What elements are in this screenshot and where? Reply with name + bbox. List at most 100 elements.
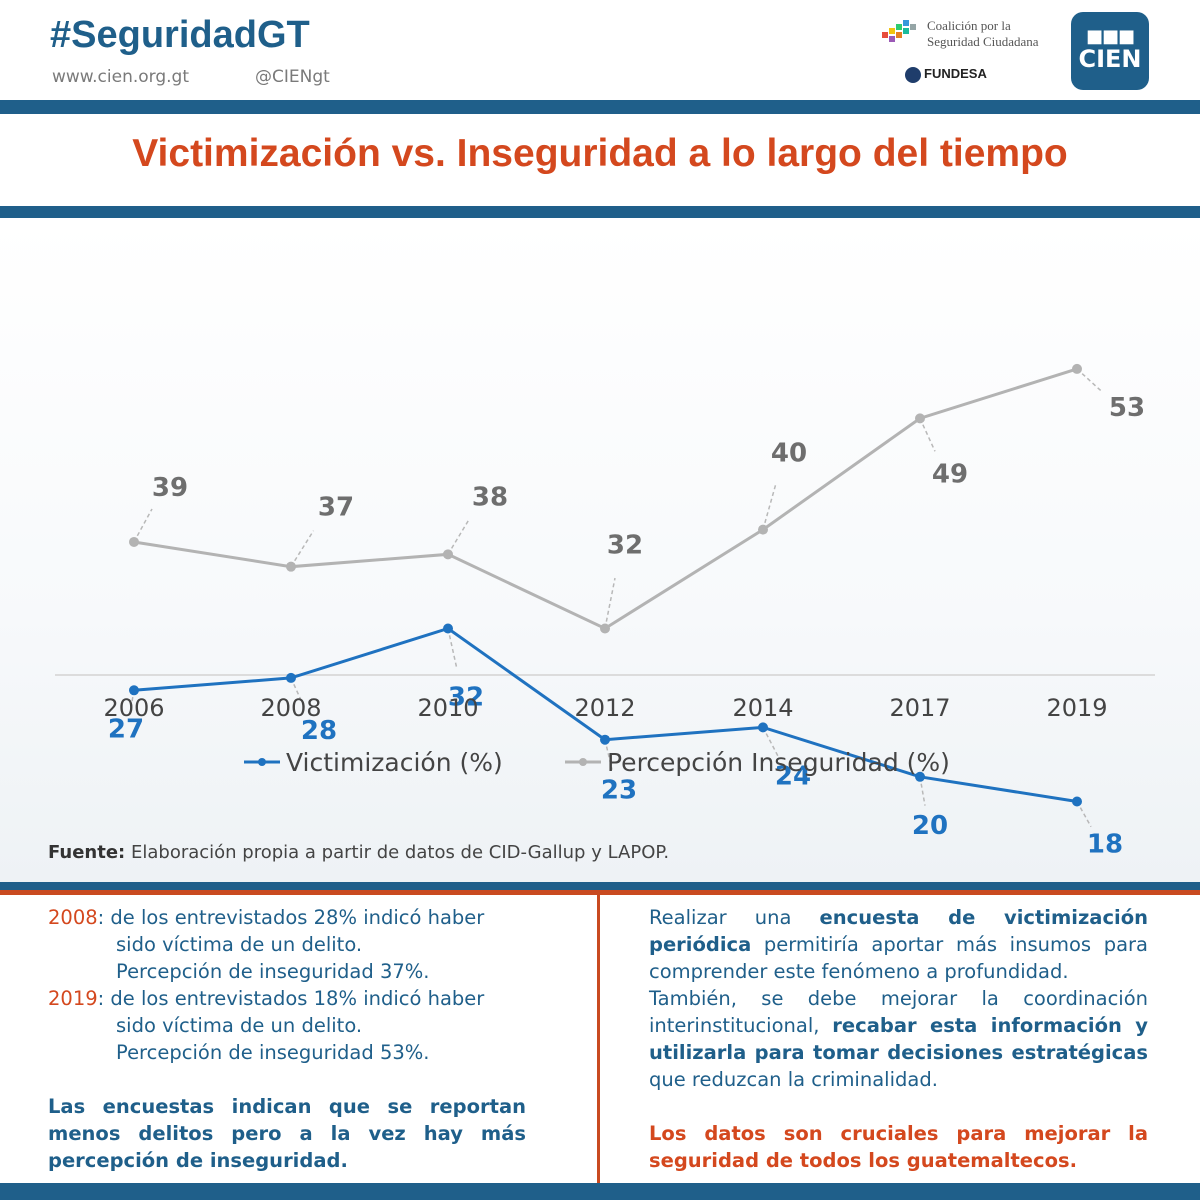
note-2019-line-1: : de los entrevistados 18% indicó haber (97, 987, 485, 1010)
cien-logo: ■■■ CIEN (1071, 12, 1149, 90)
header: #SeguridadGT www.cien.org.gt @CIENgt Coa… (0, 0, 1200, 100)
right-panel: Realizar una encuesta de victimización p… (649, 904, 1148, 1174)
victimizacion-label-2012: 23 (601, 776, 637, 806)
source-text: Elaboración propia a partir de datos de … (130, 842, 670, 863)
legend-label-victimizacion: Victimización (%) (286, 748, 503, 777)
victimizacion-label-2019: 18 (1087, 830, 1123, 860)
percepcion-label-2014: 40 (771, 439, 807, 469)
page-title: Victimización vs. Inseguridad a lo largo… (132, 132, 1068, 175)
left-conclusion: Las encuestas indican que se reportan me… (48, 1095, 526, 1172)
victimizacion-point-2010 (443, 623, 453, 634)
recommendation-2: También, se debe mejorar la coordinación… (649, 985, 1148, 1093)
victimizacion-label-2006: 27 (108, 714, 144, 744)
legend-swatch-dot-victimizacion (258, 758, 266, 766)
percepcion-leader-2017 (919, 418, 936, 452)
percepcion-label-2010: 38 (472, 482, 508, 512)
percepcion-point-2012 (600, 623, 610, 634)
percepcion-label-2012: 32 (607, 530, 643, 560)
percepcion-point-2008 (286, 561, 296, 572)
top-divider-bar (0, 100, 1200, 114)
note-2019-line-2: sido víctima de un delito. (116, 1014, 363, 1037)
bottom-panel (0, 895, 1200, 1185)
recommendation-2-a: También, se debe mejorar la coordinación… (649, 987, 1148, 1037)
coalition-name: Coalición por la Seguridad Ciudadana (927, 18, 1067, 50)
victimizacion-point-2008 (286, 672, 296, 683)
x-tick-2014: 2014 (732, 694, 793, 722)
victimizacion-label-2014: 24 (775, 761, 811, 791)
recommendation-1-c: permitiría aportar más insumos para comp… (649, 933, 1148, 983)
cien-logo-mark: ■■■ (1085, 26, 1135, 47)
percepcion-point-2010 (443, 549, 453, 560)
percepcion-label-2008: 37 (318, 493, 354, 523)
percepcion-leader-2019 (1076, 368, 1103, 393)
x-tick-2010: 2010 (417, 694, 478, 722)
percepcion-leader-2008 (290, 530, 315, 568)
x-tick-2019: 2019 (1046, 694, 1107, 722)
legend-label-percepcion: Percepción Inseguridad (%) (607, 748, 950, 777)
note-2008-line-1: : de los entrevistados 28% indicó haber (97, 906, 485, 929)
year-2019: 2019 (48, 987, 98, 1010)
recommendation-1-b: encuesta de victimización periódica (649, 906, 1148, 956)
source-note: Fuente: Elaboración propia a partir de d… (48, 842, 669, 863)
recommendation-2-b: recabar esta información y utilizarla pa… (649, 1014, 1149, 1064)
percepcion-point-2017 (915, 413, 925, 424)
spacer (48, 1066, 526, 1093)
note-2008: 2008: de los entrevistados 28% indicó ha… (48, 904, 526, 931)
fundesa-logo: FUNDESA (905, 66, 987, 83)
victimizacion-label-2017: 20 (912, 811, 948, 841)
victimizacion-leader-2008 (290, 677, 306, 710)
hashtag: #SeguridadGT (50, 14, 310, 56)
percepcion-label-2017: 49 (932, 459, 968, 489)
percepcion-leader-2012 (604, 577, 616, 629)
fundesa-emblem-icon (905, 66, 921, 83)
victimizacion-leader-2017 (919, 776, 926, 806)
percepcion-leader-2006 (133, 508, 153, 543)
footer-bar (0, 1183, 1200, 1200)
recommendation-1-a: Realizar una (649, 906, 820, 929)
x-tick-2008: 2008 (260, 694, 321, 722)
right-conclusion: Los datos son cruciales para mejorar la … (649, 1122, 1148, 1172)
website-link[interactable]: www.cien.org.gt (52, 67, 190, 87)
victimizacion-point-2019 (1072, 796, 1082, 807)
x-tick-2006: 2006 (103, 694, 164, 722)
twitter-handle[interactable]: @CIENgt (255, 67, 330, 87)
column-divider (597, 895, 600, 1200)
coalition-logo-icon (882, 20, 916, 42)
victimizacion-point-2006 (129, 685, 139, 696)
recommendation-2-c: que reduzcan la criminalidad. (649, 1068, 938, 1091)
coalition-line-2: Seguridad Ciudadana (927, 34, 1039, 49)
note-2008-line-3: Percepción de inseguridad 37%. (116, 960, 430, 983)
victimizacion-leader-2012 (604, 739, 613, 770)
line-chart: 27 28 32 23 24 20 18 39 37 38 32 40 49 53 2006 2008 2010… (55, 363, 1155, 860)
victimizacion-point-2017 (915, 771, 925, 782)
percepcion-leader-2010 (447, 519, 470, 555)
victimizacion-point-2012 (600, 734, 610, 745)
victimizacion-label-2010: 32 (448, 682, 484, 712)
spacer (649, 1093, 1148, 1120)
note-2008-line-2: sido víctima de un delito. (116, 933, 363, 956)
source-label: Fuente: (48, 842, 126, 863)
legend-swatch-dot-percepcion (579, 758, 587, 766)
percepcion-leader-2014 (762, 483, 777, 530)
percepcion-point-2006 (129, 536, 139, 547)
bottom-accent-line (0, 890, 1200, 895)
victimizacion-label-2008: 28 (301, 716, 337, 746)
title-divider-bar (0, 206, 1200, 218)
percepcion-point-2019 (1072, 363, 1082, 374)
note-2019-line-3: Percepción de inseguridad 53%. (116, 1041, 430, 1064)
percepcion-line (133, 367, 1078, 631)
left-panel: 2008: de los entrevistados 28% indicó ha… (48, 904, 526, 1174)
victimizacion-leader-2014 (762, 727, 779, 757)
bottom-divider-bar (0, 882, 1200, 890)
cien-logo-text: CIEN (1078, 45, 1142, 73)
percepcion-point-2014 (758, 524, 768, 535)
recommendation-1: Realizar una encuesta de victimización p… (649, 904, 1148, 985)
percepcion-label-2006: 39 (152, 473, 188, 503)
fundesa-name: FUNDESA (924, 66, 987, 81)
year-2008: 2008 (48, 906, 98, 929)
x-tick-2017: 2017 (889, 694, 950, 722)
x-tick-2012: 2012 (574, 694, 635, 722)
note-2019: 2019: de los entrevistados 18% indicó ha… (48, 985, 526, 1012)
victimizacion-leader-2019 (1076, 801, 1092, 828)
coalition-line-1: Coalición por la (927, 18, 1011, 33)
